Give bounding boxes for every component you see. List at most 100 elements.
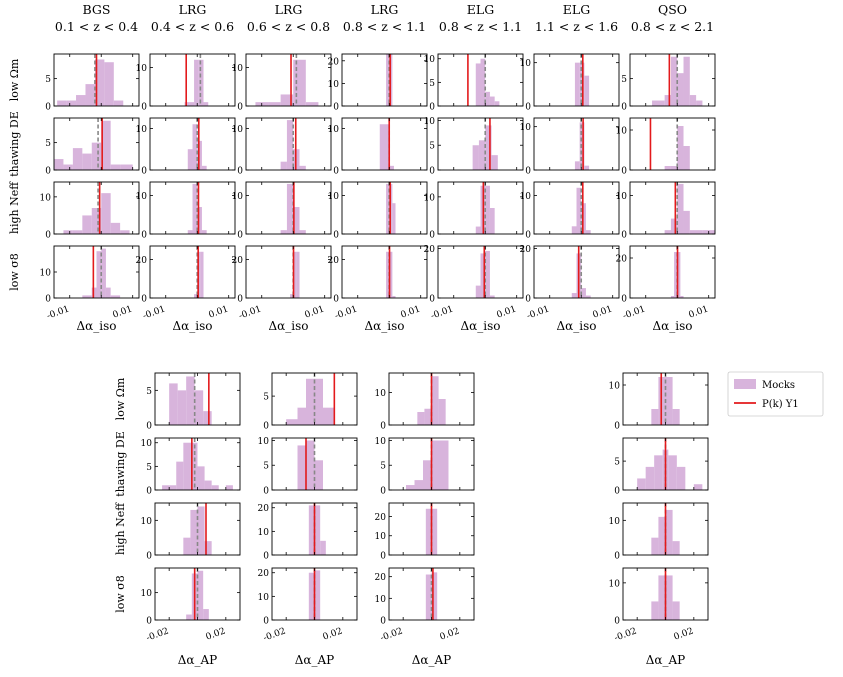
x-axis-label: Δα_AP <box>412 653 452 667</box>
panel-alpha-iso: 020-0.01 0.01 <box>232 245 332 322</box>
histogram-bar <box>585 230 591 234</box>
y-tick-label: 0 <box>614 422 620 432</box>
row-label: low Ωm <box>8 58 21 101</box>
histogram-bar <box>314 505 321 555</box>
histogram-bar <box>82 215 92 234</box>
column-title-zrange: 0.8 < z < 2.1 <box>631 19 714 34</box>
panel-frame <box>341 53 428 107</box>
panel-frame <box>53 181 140 235</box>
legend: Mocks P(k) Y1 <box>727 371 824 417</box>
histogram-bar <box>320 540 326 555</box>
histogram-bar <box>306 378 315 425</box>
histogram-bar <box>425 574 432 620</box>
y-tick-label: 10 <box>520 59 532 69</box>
panel-alpha-iso: 0 10 <box>232 181 332 241</box>
x-tick-label: 0.02 <box>439 626 461 642</box>
panel-frame <box>629 53 716 107</box>
panel-alpha-ap: 05 <box>614 437 709 497</box>
column-title-tracer: ELG <box>467 2 494 17</box>
y-tick-label: 0 <box>525 295 531 305</box>
panel-alpha-iso: 0 5 10 <box>424 53 524 113</box>
panel-alpha-iso: 020-0.01 0.01 <box>520 245 620 322</box>
histogram-bar <box>475 63 481 106</box>
y-tick-label: 0 <box>146 487 152 497</box>
histogram-bar <box>425 508 432 555</box>
panel-alpha-iso: 0 10 <box>232 117 332 177</box>
y-tick-label: 20 <box>258 569 270 579</box>
panel-alpha-iso: 05 <box>45 117 140 177</box>
y-tick-label: 0 <box>146 617 152 627</box>
x-axis-label: Δα_AP <box>295 653 335 667</box>
histogram-bar <box>637 478 646 490</box>
histogram-bar <box>192 124 198 170</box>
y-tick-label: 0 <box>263 552 269 562</box>
histogram-bar <box>438 399 446 425</box>
histogram-bar <box>101 120 111 170</box>
histogram-bar <box>475 226 481 234</box>
panel-alpha-ap: 0 10 20 -0.02 0.02 <box>258 567 358 644</box>
y-tick-label: 5 <box>429 142 435 152</box>
y-tick-label: 10 <box>520 192 532 202</box>
panel-alpha-iso: 010-0.01 0.01 <box>40 245 140 322</box>
x-tick-label: 0.02 <box>205 626 227 642</box>
histogram-bar <box>76 95 86 106</box>
column-title-tracer: LRG <box>275 2 303 17</box>
column-title-tracer: LRG <box>371 2 399 17</box>
histogram-bar <box>665 509 673 555</box>
histogram-bar <box>197 466 205 490</box>
histogram-bar <box>668 455 677 490</box>
histogram-bar <box>201 230 207 234</box>
row-label: thawing DE <box>8 111 21 176</box>
histogram-bar <box>386 54 390 106</box>
histogram-bar <box>576 187 582 234</box>
row-label: low σ8 <box>8 253 21 291</box>
panel-frame <box>629 181 716 235</box>
panel-alpha-iso: 020-0.01 0.01 <box>616 245 716 322</box>
histogram-bar <box>680 296 684 298</box>
histogram-bar <box>379 124 385 170</box>
y-tick-label: 10 <box>136 64 148 74</box>
y-tick-label: 0 <box>614 552 620 562</box>
panel-frame <box>245 181 332 235</box>
y-tick-label: 10 <box>328 192 340 202</box>
histogram-bar <box>297 407 306 425</box>
histogram-bar <box>658 516 666 555</box>
y-tick-label: 0 <box>45 167 51 177</box>
panel-alpha-ap: 0 10 <box>141 502 241 562</box>
y-tick-label: 0 <box>45 103 51 113</box>
panel-alpha-iso: 0 10 <box>328 117 428 177</box>
x-tick-label: -0.01 <box>622 304 647 321</box>
histogram-bar <box>306 440 315 490</box>
histogram-bar <box>293 251 297 298</box>
histogram-bar <box>54 159 64 170</box>
y-tick-label: 0 <box>429 231 435 241</box>
histogram-bar <box>672 541 680 555</box>
histogram-bar <box>417 412 425 425</box>
histogram-bar <box>693 484 703 490</box>
histogram-bar <box>584 75 590 106</box>
y-tick-label: 0 <box>263 422 269 432</box>
panel-alpha-ap: 0 10 20 -0.02 0.02 <box>375 567 475 644</box>
histogram-bar <box>677 252 681 298</box>
y-tick-label: 10 <box>328 80 340 90</box>
x-tick-label: -0.01 <box>334 304 359 321</box>
histogram-bar <box>670 166 678 170</box>
x-axis-label: Δα_AP <box>178 653 218 667</box>
histogram-bar <box>96 251 102 298</box>
y-tick-label: 20 <box>616 255 628 265</box>
panel-frame <box>533 245 620 299</box>
panel-alpha-iso: 05 <box>621 53 716 113</box>
x-axis-label: Δα_iso <box>557 319 597 333</box>
x-tick-label: -0.01 <box>46 304 71 321</box>
y-tick-label: 0 <box>380 552 386 562</box>
histogram-bar <box>480 253 486 298</box>
panel-alpha-iso: 020-0.01 0.01 <box>136 245 236 322</box>
x-axis-label: Δα_iso <box>365 319 405 333</box>
histogram-bar <box>672 409 680 425</box>
y-tick-label: 20 <box>375 513 387 523</box>
y-tick-label: 0 <box>525 167 531 177</box>
histogram-bar <box>183 442 191 490</box>
y-tick-label: 5 <box>263 462 269 472</box>
histogram-bar <box>584 165 590 170</box>
x-tick-label: -0.02 <box>262 626 287 643</box>
